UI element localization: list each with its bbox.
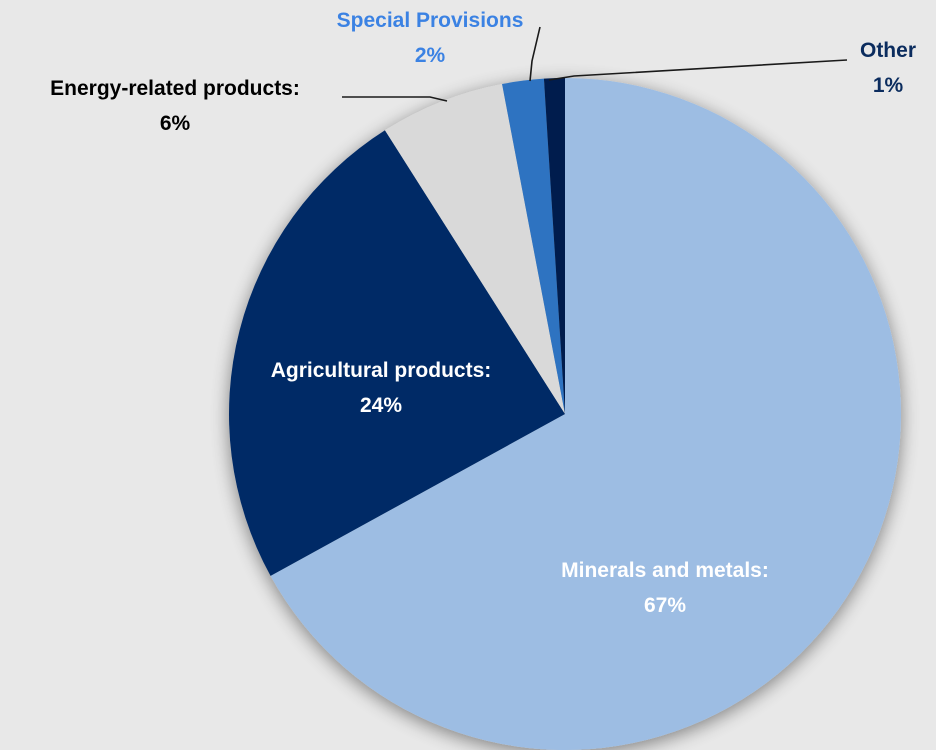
pie-slice-minerals-and-metals: [270, 78, 901, 750]
slice-label-value: 24%: [360, 394, 402, 417]
slice-label-minerals-and-metals: Minerals and metals: 67%: [561, 559, 769, 617]
slice-label-name: Minerals and metals:: [561, 559, 769, 582]
slice-label-name: Other: [860, 39, 916, 62]
leader-line-other: [548, 59, 848, 81]
pie-slice-energy-related-products: [384, 83, 565, 414]
slice-label-energy-related-products: Energy-related products: 6%: [50, 77, 300, 135]
slice-label-value: 67%: [644, 594, 686, 617]
pie-slice-other: [543, 77, 565, 414]
slice-labels: Minerals and metals: 67% Agricultural prod…: [50, 9, 916, 617]
slice-label-agricultural-products: Agricultural products: 24%: [271, 359, 492, 417]
slice-label-value: 6%: [160, 112, 191, 135]
slice-label-value: 2%: [415, 44, 446, 67]
pie-slice-special-provisions: [502, 78, 565, 414]
slice-label-name: Agricultural products:: [271, 359, 492, 382]
leader-line-special-provisions: [529, 26, 541, 82]
slice-label-name: Energy-related products:: [50, 77, 300, 100]
pie-slices: [229, 77, 901, 750]
slice-label-special-provisions: Special Provisions 2%: [337, 9, 524, 67]
pie-slice-agricultural-products: [229, 130, 566, 576]
slice-label-other: Other 1%: [860, 39, 916, 97]
leader-line-energy-related-products: [342, 96, 448, 102]
slice-label-value: 1%: [873, 74, 904, 97]
leader-lines: [342, 26, 848, 102]
slice-label-name: Special Provisions: [337, 9, 524, 32]
